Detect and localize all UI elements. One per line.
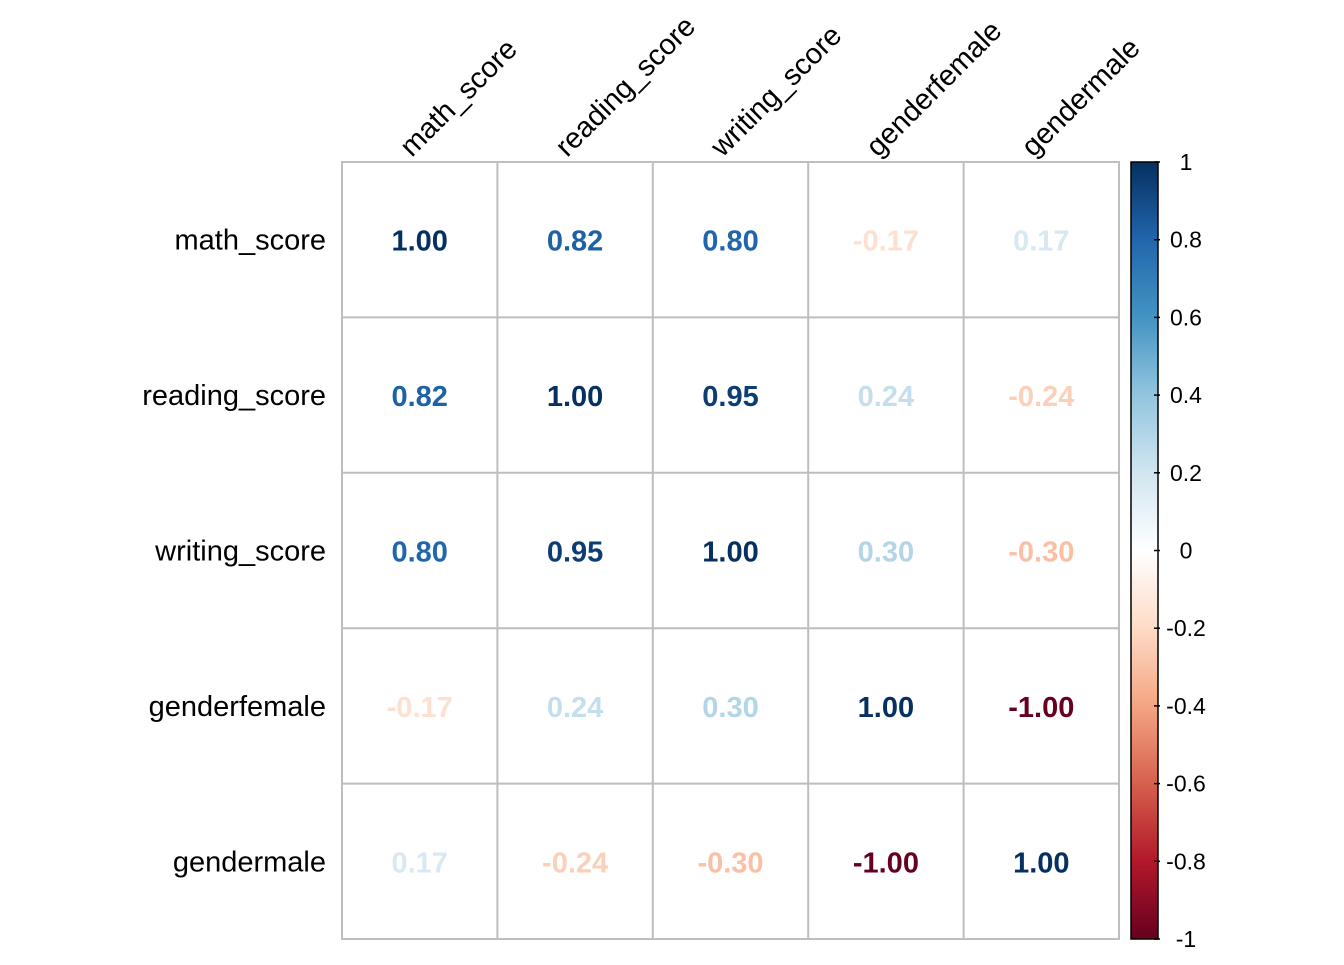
row-label: genderfemale <box>149 691 326 723</box>
cell-value-label: 0.30 <box>858 537 914 569</box>
cell-value-label: -1.00 <box>1008 692 1074 724</box>
cell-value-label: 0.17 <box>391 847 447 879</box>
row-label: writing_score <box>154 536 326 568</box>
legend-tick-label: -0.8 <box>1166 848 1206 874</box>
legend-color-bar <box>1130 161 1159 940</box>
cell-value-label: 0.24 <box>547 692 603 724</box>
cell-value-label: 0.80 <box>702 226 758 258</box>
cell-value-label: 1.00 <box>391 226 447 258</box>
column-labels: math_score reading_score writing_score gend… <box>394 10 1147 163</box>
cell-value-label: -0.17 <box>387 692 453 724</box>
column-label: math_score <box>394 33 524 163</box>
cell-value-label: 0.82 <box>391 381 447 413</box>
cell-value-label: -1.00 <box>853 847 919 879</box>
legend-tick-label: 1 <box>1180 149 1193 175</box>
cell-value-label: 0.95 <box>547 537 603 569</box>
cell-value-label: 1.00 <box>858 692 914 724</box>
matrix-grid <box>341 161 1120 940</box>
legend-tick-label: 0.2 <box>1170 460 1202 486</box>
cell-values: 1.00 0.82 0.80 -0.17 0.17 0.82 1.00 0.95 0.24 -0.… <box>387 226 1075 880</box>
column-label: genderfemale <box>860 15 1008 163</box>
row-label: reading_score <box>142 380 326 412</box>
cell-value-label: 1.00 <box>1013 847 1069 879</box>
cell-value-label: -0.30 <box>697 847 763 879</box>
row-label: math_score <box>174 225 326 257</box>
cell-value-label: 0.24 <box>858 381 914 413</box>
cell-value-label: -0.17 <box>853 226 919 258</box>
column-label: writing_score <box>704 20 848 164</box>
cell-value-label: 0.17 <box>1013 226 1069 258</box>
cell-value-label: 0.82 <box>547 226 603 258</box>
color-legend: 1 0.8 0.6 0.4 0.2 0 -0.2 -0.4 -0.6 -0.8 -1 <box>1130 149 1206 952</box>
legend-tick-label: -1 <box>1176 926 1196 952</box>
legend-tick-label: 0.4 <box>1170 382 1202 408</box>
legend-tick-label: -0.4 <box>1166 693 1206 719</box>
legend-tick-label: 0 <box>1180 538 1193 564</box>
cell-value-label: -0.24 <box>1008 381 1074 413</box>
cell-value-label: 0.95 <box>702 381 758 413</box>
legend-tick-label: -0.2 <box>1166 615 1206 641</box>
legend-tick-label: 0.6 <box>1170 304 1202 330</box>
legend-tick-label: 0.8 <box>1170 227 1202 253</box>
cell-value-label: -0.30 <box>1008 537 1074 569</box>
cell-value-label: 0.30 <box>702 692 758 724</box>
cell-value-label: 1.00 <box>702 537 758 569</box>
cell-value-label: 1.00 <box>547 381 603 413</box>
legend-tick-label: -0.6 <box>1166 771 1206 797</box>
row-label: gendermale <box>173 846 326 878</box>
column-label: reading_score <box>549 10 702 163</box>
column-label: gendermale <box>1016 32 1147 163</box>
cell-value-label: 0.80 <box>391 537 447 569</box>
matrix-border <box>341 161 1120 940</box>
row-labels: math_score reading_score writing_scoregend… <box>142 225 326 879</box>
cell-value-label: -0.24 <box>542 847 608 879</box>
